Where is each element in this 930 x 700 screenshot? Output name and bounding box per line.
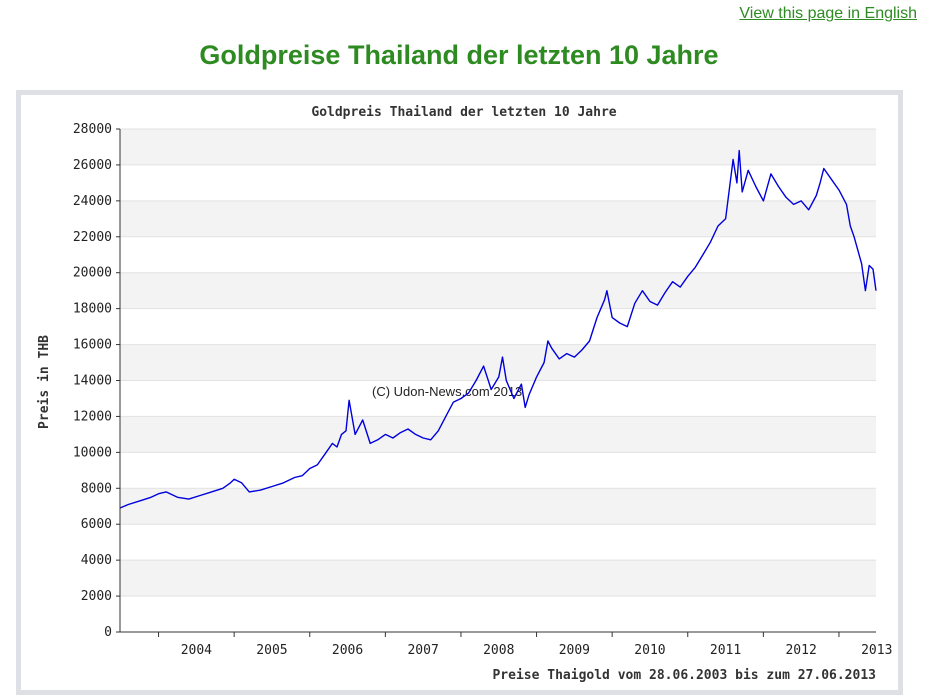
watermark-text: (C) Udon-News.com 2013 (372, 384, 522, 399)
x-axis-label: Preise Thaigold vom 28.06.2003 bis zum 2… (492, 668, 876, 683)
y-tick-label: 16000 (73, 338, 112, 353)
y-tick-label: 26000 (73, 158, 112, 173)
plot-band (120, 236, 876, 273)
y-tick-label: 24000 (73, 194, 112, 209)
x-tick-label: 2008 (483, 643, 514, 658)
y-tick-label: 14000 (73, 374, 112, 389)
x-tick-label: 2012 (785, 643, 816, 658)
plot-band (120, 200, 876, 237)
plot-background-bands (120, 129, 876, 632)
plot-band (120, 488, 876, 525)
plot-band (120, 129, 876, 165)
y-tick-label: 4000 (81, 553, 112, 568)
plot-band (120, 560, 876, 597)
plot-band (120, 416, 876, 453)
gold-price-chart: (C) Udon-News.com 2013 0 2000 4000 6000 8000… (37, 105, 892, 683)
x-tick-label: 2011 (710, 643, 741, 658)
plot-band (120, 524, 876, 561)
y-tick-label: 20000 (73, 266, 112, 281)
x-tick-label: 2009 (559, 643, 590, 658)
x-tick-label: 2010 (634, 643, 665, 658)
grid-lines (120, 128, 876, 633)
y-tick-label: 0 (104, 625, 112, 640)
plot-band (120, 596, 876, 632)
gold-price-line (119, 149, 877, 509)
chart-frame: (C) Udon-News.com 2013 0 2000 4000 6000 8000… (16, 90, 903, 695)
y-tick-label: 10000 (73, 445, 112, 460)
chart-title: Goldpreis Thailand der letzten 10 Jahre (311, 105, 616, 120)
y-tick-label: 18000 (73, 302, 112, 317)
plot-band (120, 452, 876, 489)
english-version-link[interactable]: View this page in English (739, 5, 917, 22)
y-tick-label: 22000 (73, 230, 112, 245)
y-tick-label: 8000 (81, 481, 112, 496)
plot-band (120, 272, 876, 309)
plot-band (120, 380, 876, 417)
y-tick-label: 28000 (73, 122, 112, 137)
y-tick-label: 12000 (73, 409, 112, 424)
plot-band (120, 344, 876, 381)
y-tick-labels: 0 2000 4000 6000 8000 10000 12000 14000 16000 180… (73, 122, 120, 640)
plot-band (120, 308, 876, 345)
y-axis-label: Preis in THB (37, 335, 52, 429)
x-tick-label: 2006 (332, 643, 363, 658)
x-tick-label: 2013 (861, 643, 892, 658)
y-tick-label: 6000 (81, 517, 112, 532)
y-tick-label: 2000 (81, 589, 112, 604)
x-tick-label: 2005 (256, 643, 287, 658)
x-tick-labels: 2004 2005 2006 2007 2008 2009 2010 2011 2012 2013 (158, 632, 892, 658)
plot-band (120, 164, 876, 201)
x-tick-label: 2007 (407, 643, 438, 658)
x-tick-label: 2004 (181, 643, 212, 658)
page-title: Goldpreise Thailand der letzten 10 Jahre (199, 40, 719, 70)
